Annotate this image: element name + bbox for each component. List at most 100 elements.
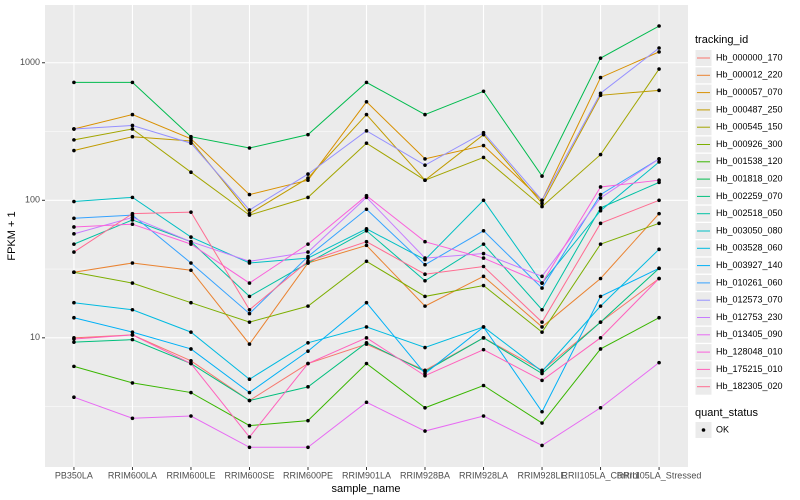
data-point (306, 250, 310, 254)
data-point (540, 281, 544, 285)
data-point (481, 383, 486, 388)
data-point (247, 377, 252, 382)
legend-label: Hb_000545_150 (716, 122, 783, 132)
legend-title: tracking_id (695, 34, 748, 46)
data-point (481, 414, 486, 418)
data-point (130, 261, 135, 265)
data-point (657, 88, 661, 93)
data-point (598, 192, 603, 197)
data-point (306, 385, 310, 389)
data-point (306, 304, 310, 308)
data-point (364, 325, 369, 329)
x-tick-label: RRIM901LA (342, 470, 391, 480)
data-point (364, 227, 369, 231)
data-point (72, 80, 76, 85)
data-point (247, 320, 252, 324)
data-point (540, 198, 544, 203)
data-point (598, 242, 603, 246)
x-tick-label: RRIM600LA (108, 470, 157, 480)
data-point (481, 256, 486, 260)
data-point (540, 378, 544, 383)
data-point (598, 56, 603, 60)
data-point (364, 100, 369, 104)
data-point (189, 300, 193, 305)
data-point (189, 347, 193, 351)
data-point (364, 207, 369, 212)
data-point (247, 208, 252, 212)
data-point (364, 336, 369, 340)
data-point (540, 320, 544, 324)
data-point (423, 256, 427, 260)
legend-label: Hb_000000_170 (716, 52, 783, 62)
data-point (247, 390, 252, 395)
legend-label: Hb_012573_070 (716, 295, 783, 305)
data-point (540, 307, 544, 312)
data-point (306, 361, 310, 366)
data-point (423, 157, 427, 161)
data-point (657, 157, 661, 161)
data-point (364, 300, 369, 305)
x-tick-label: RRIM928LE (518, 470, 567, 480)
legend-label: Hb_000012_220 (716, 70, 783, 80)
data-point (423, 178, 427, 182)
data-point (189, 361, 193, 366)
data-point (306, 340, 310, 345)
data-point (481, 242, 486, 246)
data-point (72, 250, 76, 254)
data-point (130, 330, 135, 334)
data-point (364, 112, 369, 117)
data-point (189, 359, 193, 363)
data-point (247, 445, 252, 450)
data-point (247, 281, 252, 285)
x-tick-label: PB350LA (55, 470, 93, 480)
data-point (481, 347, 486, 352)
y-tick-label: 1000 (20, 57, 40, 67)
data-point (598, 152, 603, 157)
data-point (364, 340, 369, 345)
data-point (423, 429, 427, 433)
data-point (189, 268, 193, 273)
data-point (306, 445, 310, 450)
data-point (481, 251, 486, 256)
legend-label: Hb_010261_060 (716, 277, 783, 287)
data-point (72, 340, 76, 344)
data-point (130, 381, 135, 385)
y-axis-title: FPKM + 1 (6, 211, 18, 260)
data-point (189, 261, 193, 265)
data-point (189, 330, 193, 334)
legend-label: Hb_000057_070 (716, 87, 783, 97)
legend-label: Hb_000487_250 (716, 104, 783, 114)
legend-label: Hb_002259_070 (716, 191, 783, 201)
data-point (130, 195, 135, 200)
data-point (657, 67, 661, 71)
data-point (481, 264, 486, 269)
data-point (598, 320, 603, 324)
data-point (364, 243, 369, 248)
x-tick-label: RRII105LA_Stressed (617, 470, 702, 480)
data-point (657, 198, 661, 203)
data-point (481, 283, 486, 288)
data-point (72, 242, 76, 246)
data-point (481, 130, 486, 135)
data-point (423, 262, 427, 267)
x-tick-label: RRII105LA_Control (562, 470, 640, 480)
data-point (598, 206, 603, 210)
legend-label: Hb_001538_120 (716, 156, 783, 166)
data-point (130, 112, 135, 117)
data-point (72, 364, 76, 369)
data-point (247, 192, 252, 197)
data-point (481, 336, 486, 340)
data-point (189, 141, 193, 146)
data-point (306, 132, 310, 137)
y-tick-label: 10 (30, 332, 40, 342)
data-point (657, 211, 661, 216)
data-point (598, 196, 603, 200)
data-point (306, 349, 310, 353)
data-point (423, 373, 427, 378)
legend-label: OK (716, 424, 729, 434)
data-point (657, 360, 661, 365)
data-point (481, 228, 486, 233)
data-point (540, 201, 544, 206)
data-point (657, 276, 661, 281)
legend-label: Hb_003927_140 (716, 260, 783, 270)
